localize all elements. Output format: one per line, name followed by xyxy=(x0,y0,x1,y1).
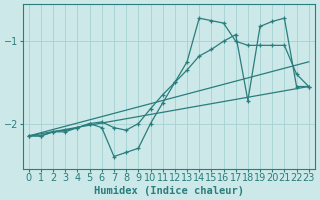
X-axis label: Humidex (Indice chaleur): Humidex (Indice chaleur) xyxy=(94,186,244,196)
